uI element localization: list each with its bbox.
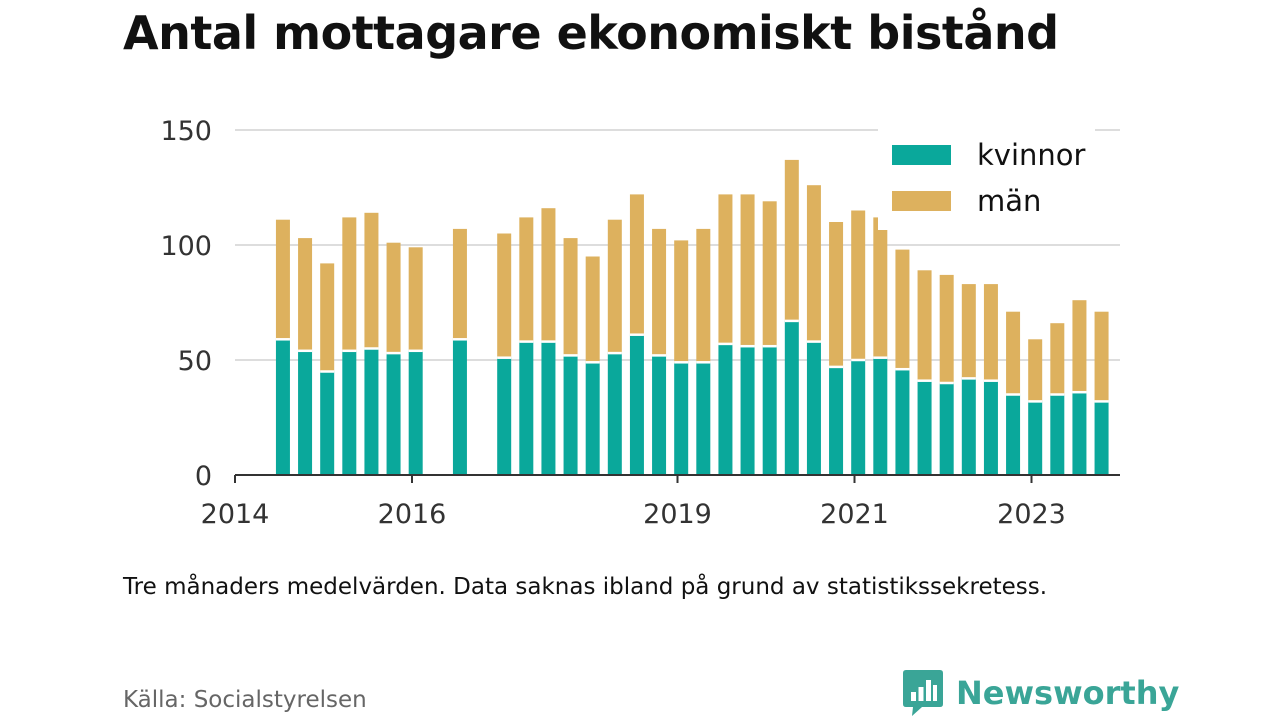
bar-kvinnor: [939, 383, 954, 475]
chart-title: Antal mottagare ekonomiskt bistånd: [123, 6, 1059, 60]
x-tick-label: 2019: [643, 499, 712, 530]
bar-kvinnor: [1072, 392, 1087, 475]
bar-kvinnor: [740, 346, 755, 475]
bar-man: [873, 217, 888, 358]
y-tick-label: 150: [160, 116, 212, 147]
bar-kvinnor: [541, 341, 556, 475]
source-credit: Källa: Socialstyrelsen: [123, 687, 367, 713]
bar-man: [607, 219, 622, 354]
bar-kvinnor: [408, 350, 423, 475]
bar-kvinnor: [895, 369, 910, 475]
bar-kvinnor: [917, 380, 932, 475]
bar-man: [386, 242, 401, 354]
y-tick-label: 100: [160, 231, 212, 262]
y-tick-label: 50: [178, 346, 212, 377]
bar-man: [740, 194, 755, 347]
bar-kvinnor: [806, 341, 821, 475]
bar-man: [519, 217, 534, 342]
bar-kvinnor: [585, 362, 600, 475]
bar-man: [1094, 311, 1109, 402]
bar-man: [275, 219, 290, 340]
bar-man: [541, 208, 556, 342]
bar-man: [364, 212, 379, 349]
bar-man: [585, 256, 600, 363]
bar-man: [762, 201, 777, 347]
bar-kvinnor: [1050, 394, 1065, 475]
bar-man: [629, 194, 644, 335]
bar-kvinnor: [563, 355, 578, 475]
bar-kvinnor: [275, 339, 290, 475]
bar-kvinnor: [452, 339, 467, 475]
bar-man: [497, 233, 512, 358]
bar-kvinnor: [519, 341, 534, 475]
bar-kvinnor: [320, 371, 335, 475]
x-tick-label: 2014: [201, 499, 270, 530]
bar-kvinnor: [674, 362, 689, 475]
bar-man: [1006, 311, 1021, 395]
legend-label-man: män: [977, 184, 1041, 218]
bar-kvinnor: [1094, 401, 1109, 475]
bar-man: [342, 217, 357, 351]
legend-label-kvinnor: kvinnor: [977, 138, 1086, 172]
bar-man: [320, 263, 335, 372]
bar-man: [851, 210, 866, 360]
bar-kvinnor: [607, 353, 622, 475]
y-tick-label: 0: [195, 461, 212, 492]
chart-note: Tre månaders medelvärden. Data saknas ib…: [123, 574, 1048, 600]
bar-man: [784, 159, 799, 321]
x-tick-label: 2023: [997, 499, 1066, 530]
bar-kvinnor: [784, 320, 799, 475]
bar-kvinnor: [629, 334, 644, 475]
bar-man: [895, 249, 910, 370]
bar-man: [652, 228, 667, 356]
bar-kvinnor: [873, 357, 888, 475]
bar-man: [961, 284, 976, 379]
bar-kvinnor: [851, 360, 866, 475]
bar-man: [917, 270, 932, 381]
bar-man: [696, 228, 711, 363]
bar-kvinnor: [386, 353, 401, 475]
bar-man: [408, 247, 423, 351]
bar-man: [718, 194, 733, 344]
bar-kvinnor: [696, 362, 711, 475]
bar-kvinnor: [364, 348, 379, 475]
x-tick-label: 2016: [378, 499, 447, 530]
bar-man: [939, 274, 954, 383]
x-tick-label: 2021: [820, 499, 889, 530]
bar-man: [1050, 323, 1065, 395]
bar-kvinnor: [497, 357, 512, 475]
bar-man: [983, 284, 998, 381]
bar-kvinnor: [342, 350, 357, 475]
bar-man: [1072, 300, 1087, 393]
stacked-bar-chart: 0 50 100 150 2014 2016 2019 2021 2023 kvinnor män: [160, 116, 1120, 530]
bar-kvinnor: [652, 355, 667, 475]
bar-man: [806, 185, 821, 342]
bar-man: [674, 240, 689, 363]
bar-kvinnor: [1006, 394, 1021, 475]
bar-kvinnor: [1028, 401, 1043, 475]
bar-kvinnor: [762, 346, 777, 475]
newsworthy-logo-icon: [903, 670, 943, 716]
bar-man: [298, 238, 313, 351]
newsworthy-brand[interactable]: Newsworthy: [902, 668, 1179, 718]
bar-kvinnor: [961, 378, 976, 475]
bar-kvinnor: [829, 366, 844, 475]
bar-kvinnor: [718, 343, 733, 475]
bar-man: [452, 228, 467, 340]
legend-swatch-kvinnor: [892, 145, 951, 165]
bar-man: [563, 238, 578, 356]
legend-swatch-man: [892, 191, 951, 211]
brand-name: Newsworthy: [956, 674, 1180, 712]
bar-man: [829, 222, 844, 367]
bar-man: [1028, 339, 1043, 402]
bar-kvinnor: [298, 350, 313, 475]
bar-kvinnor: [983, 380, 998, 475]
